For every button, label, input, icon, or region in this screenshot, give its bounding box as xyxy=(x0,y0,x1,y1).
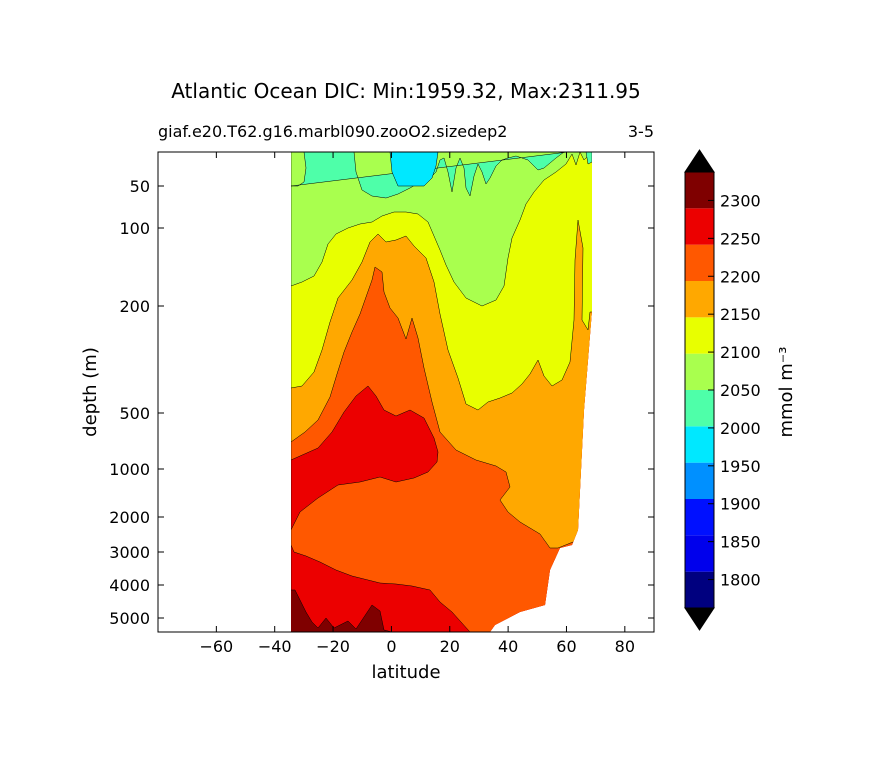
x-axis-label: latitude xyxy=(371,662,440,683)
x-tick-label: 80 xyxy=(615,637,635,656)
colorbar-tick-label: 1800 xyxy=(720,571,761,590)
colorbar-band xyxy=(685,426,714,463)
colorbar-tick-label: 2000 xyxy=(720,419,761,438)
colorbar-tick-label: 2100 xyxy=(720,343,761,362)
colorbar-extend-min xyxy=(684,607,715,631)
y-tick-label: 500 xyxy=(119,404,150,423)
x-tick-label: −40 xyxy=(258,637,292,656)
colorbar-band xyxy=(685,281,714,318)
colorbar-extend-max xyxy=(684,149,715,173)
region-1950 xyxy=(389,152,439,187)
colorbar-tick-label: 2050 xyxy=(720,381,761,400)
plot-area: −60 −40 −20 0 20 40 60 80 50 100 200 500 1000 2000 30… xyxy=(109,151,655,656)
colorbar-tick-label: 1850 xyxy=(720,533,761,552)
chart-title: Atlantic Ocean DIC: Min:1959.32, Max:231… xyxy=(171,79,641,103)
y-axis: 50 100 200 500 1000 2000 3000 4000 5000 xyxy=(109,177,654,628)
x-tick-label: −60 xyxy=(199,637,233,656)
colorbar-label: mmol m⁻³ xyxy=(776,346,797,437)
y-tick-label: 4000 xyxy=(109,576,150,595)
colorbar-tick-label: 1950 xyxy=(720,457,761,476)
colorbar-band xyxy=(685,353,714,390)
colorbar: 1800 1850 1900 1950 2000 2050 2100 2150 2200 2250… xyxy=(684,149,761,631)
x-tick-label: 0 xyxy=(386,637,396,656)
x-tick-label: 40 xyxy=(498,637,518,656)
x-tick-label: 60 xyxy=(556,637,576,656)
colorbar-band xyxy=(685,208,714,245)
chart-subtitle-right: 3-5 xyxy=(628,122,654,141)
colorbar-band xyxy=(685,390,714,427)
colorbar-tick-label: 2200 xyxy=(720,267,761,286)
colorbar-band xyxy=(685,462,714,499)
x-tick-label: −20 xyxy=(316,637,350,656)
colorbar-band xyxy=(685,317,714,354)
colorbar-tick-label: 2300 xyxy=(720,191,761,210)
y-tick-label: 50 xyxy=(130,177,150,196)
colorbar-band xyxy=(685,535,714,572)
colorbar-band xyxy=(685,499,714,536)
chart-subtitle-left: giaf.e20.T62.g16.marbl090.zooO2.sizedep2 xyxy=(158,122,507,141)
colorbar-band xyxy=(685,244,714,281)
x-axis: −60 −40 −20 0 20 40 60 80 xyxy=(199,152,635,656)
y-tick-label: 1000 xyxy=(109,460,150,479)
y-axis-label: depth (m) xyxy=(80,347,101,437)
y-tick-label: 3000 xyxy=(109,543,150,562)
x-tick-label: 20 xyxy=(440,637,460,656)
region-2000-small xyxy=(585,152,592,165)
colorbar-band xyxy=(685,172,714,209)
plot-frame xyxy=(157,151,655,633)
colorbar-tick-label: 2250 xyxy=(720,229,761,248)
y-tick-label: 2000 xyxy=(109,508,150,527)
colorbar-tick-label: 2150 xyxy=(720,305,761,324)
colorbar-band xyxy=(685,571,714,608)
y-tick-label: 5000 xyxy=(109,609,150,628)
y-tick-label: 200 xyxy=(119,297,150,316)
colorbar-tick-label: 1900 xyxy=(720,495,761,514)
y-tick-label: 100 xyxy=(119,219,150,238)
